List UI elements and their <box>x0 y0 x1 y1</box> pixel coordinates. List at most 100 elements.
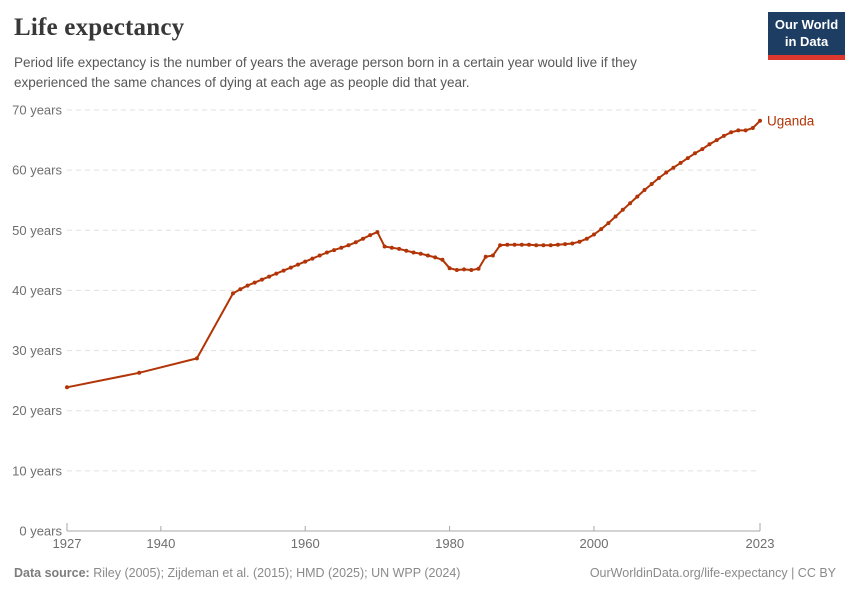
data-point[interactable] <box>288 265 293 270</box>
data-point[interactable] <box>527 242 531 247</box>
data-point[interactable] <box>231 291 235 296</box>
x-tick-label: 1927 <box>53 536 82 551</box>
data-point[interactable] <box>368 233 373 238</box>
data-point[interactable] <box>671 165 676 170</box>
data-point[interactable] <box>361 236 365 241</box>
data-point[interactable] <box>303 259 308 264</box>
data-point[interactable] <box>425 253 430 258</box>
data-point[interactable] <box>613 214 618 219</box>
chart-footer: Data source: Riley (2005); Zijdeman et a… <box>14 566 836 580</box>
data-point[interactable] <box>411 250 416 255</box>
owid-logo[interactable]: Our World in Data <box>768 12 845 60</box>
data-point[interactable] <box>599 227 604 232</box>
y-tick-label: 10 years <box>12 463 62 478</box>
y-tick-label: 60 years <box>12 163 62 178</box>
data-point[interactable] <box>375 230 380 235</box>
data-point[interactable] <box>548 243 553 248</box>
data-point[interactable] <box>281 268 286 273</box>
x-tick-label: 2000 <box>580 536 609 551</box>
data-point[interactable] <box>137 370 142 375</box>
data-point[interactable] <box>389 245 394 250</box>
data-point[interactable] <box>296 262 300 267</box>
data-point[interactable] <box>238 287 243 292</box>
data-point[interactable] <box>353 240 358 245</box>
data-point[interactable] <box>649 182 654 186</box>
data-point[interactable] <box>512 242 517 247</box>
data-point[interactable] <box>700 147 705 152</box>
data-point[interactable] <box>469 268 474 272</box>
owid-logo-line2: in Data <box>784 33 829 49</box>
data-point[interactable] <box>620 207 625 212</box>
data-point[interactable] <box>339 245 344 250</box>
data-point[interactable] <box>317 253 322 258</box>
data-point[interactable] <box>729 130 734 135</box>
data-point[interactable] <box>714 138 719 143</box>
data-point[interactable] <box>310 256 315 261</box>
data-source-label: Data source: <box>14 566 90 580</box>
data-point[interactable] <box>447 266 452 271</box>
data-point[interactable] <box>584 236 589 241</box>
data-point[interactable] <box>563 242 568 247</box>
x-tick-label: 1980 <box>435 536 464 551</box>
series-label[interactable]: Uganda <box>767 113 815 128</box>
data-point[interactable] <box>664 170 669 175</box>
data-point[interactable] <box>498 243 503 248</box>
data-point[interactable] <box>592 232 596 237</box>
y-tick-label: 70 years <box>12 103 62 118</box>
y-tick-label: 20 years <box>12 403 62 418</box>
data-point[interactable] <box>324 250 329 255</box>
data-point[interactable] <box>490 253 495 258</box>
data-point[interactable] <box>483 254 488 259</box>
y-tick-label: 30 years <box>12 343 62 358</box>
owid-logo-line1: Our World <box>774 17 839 32</box>
data-point[interactable] <box>577 239 582 244</box>
data-point[interactable] <box>267 274 272 279</box>
data-point[interactable] <box>476 266 481 271</box>
data-point[interactable] <box>534 243 539 248</box>
data-point[interactable] <box>440 257 445 262</box>
data-point[interactable] <box>418 251 423 256</box>
x-tick-label: 1940 <box>146 536 175 551</box>
data-point[interactable] <box>606 221 611 226</box>
data-point[interactable] <box>642 188 647 192</box>
data-point[interactable] <box>743 128 748 133</box>
data-point[interactable] <box>635 194 640 199</box>
data-point[interactable] <box>433 255 438 260</box>
data-point[interactable] <box>758 118 762 123</box>
data-point[interactable] <box>519 242 524 247</box>
data-point[interactable] <box>259 277 264 282</box>
data-point[interactable] <box>245 283 250 288</box>
data-point[interactable] <box>678 160 683 165</box>
data-point[interactable] <box>555 242 560 247</box>
data-point[interactable] <box>721 133 726 138</box>
data-point[interactable] <box>707 142 712 147</box>
data-point[interactable] <box>693 151 697 156</box>
footer-citation-link[interactable]: OurWorldinData.org/life-expectancy | CC … <box>589 566 836 580</box>
data-source: Data source: Riley (2005); Zijdeman et a… <box>14 566 460 580</box>
data-point[interactable] <box>541 243 546 248</box>
data-point[interactable] <box>656 176 661 180</box>
data-point[interactable] <box>194 356 199 361</box>
x-tick-label: 2023 <box>746 536 775 551</box>
data-point[interactable] <box>382 244 387 249</box>
data-point[interactable] <box>454 268 459 272</box>
data-point[interactable] <box>332 248 337 253</box>
data-point[interactable] <box>750 126 755 130</box>
data-point[interactable] <box>505 242 510 247</box>
data-point[interactable] <box>404 248 409 253</box>
data-point[interactable] <box>736 128 741 133</box>
data-point[interactable] <box>570 241 575 246</box>
y-tick-label: 0 years <box>19 524 62 539</box>
data-point[interactable] <box>274 271 279 276</box>
y-tick-label: 40 years <box>12 283 62 298</box>
data-point[interactable] <box>346 243 351 248</box>
data-point[interactable] <box>65 385 69 390</box>
data-point[interactable] <box>397 246 402 251</box>
data-point[interactable] <box>628 201 633 206</box>
data-point[interactable] <box>685 156 690 161</box>
data-point[interactable] <box>252 280 257 285</box>
data-point[interactable] <box>462 267 466 272</box>
